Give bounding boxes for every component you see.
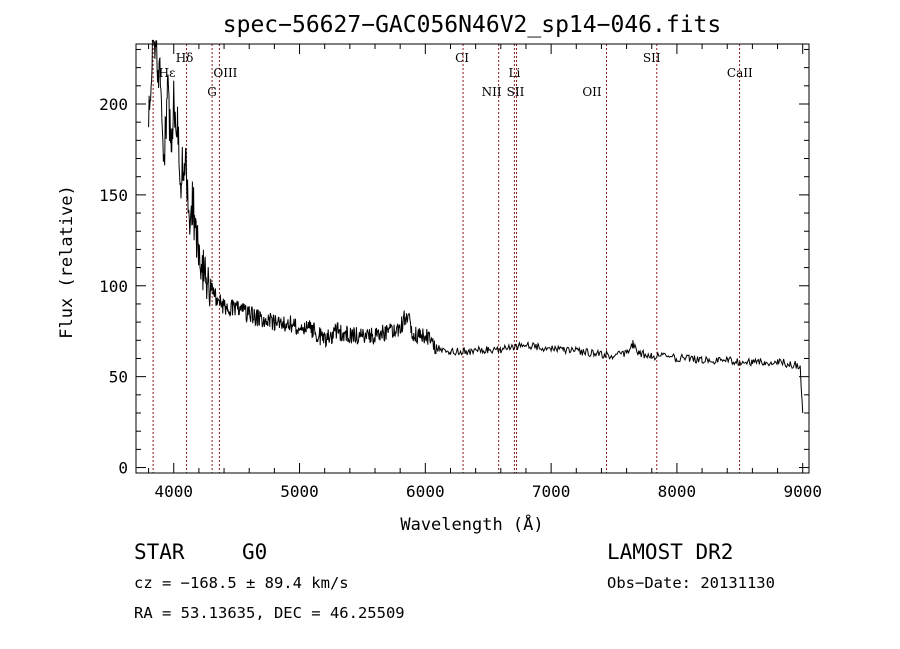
y-tick-label: 150 bbox=[99, 186, 128, 205]
chart-title: spec−56627−GAC056N46V2_sp14−046.fits bbox=[223, 12, 722, 38]
survey-name: LAMOST DR2 bbox=[607, 540, 734, 564]
y-tick-label: 200 bbox=[99, 95, 128, 114]
spectral-line-label: OIII bbox=[213, 66, 237, 80]
coordinates: RA = 53.13635, DEC = 46.25509 bbox=[134, 604, 405, 622]
spectral-line-label: Hε bbox=[159, 66, 176, 80]
spectral-line-label: SII bbox=[507, 85, 525, 99]
observation-date: Obs−Date: 20131130 bbox=[607, 574, 775, 592]
y-tick-label: 100 bbox=[99, 277, 128, 296]
spectral-line-markers bbox=[152, 44, 741, 473]
spectral-line-label: G bbox=[207, 85, 217, 99]
spectrum-line bbox=[148, 39, 804, 414]
spectral-line-label: Li bbox=[508, 66, 520, 80]
spectral-line-label: SII bbox=[643, 51, 661, 65]
spectral-line-label: CaII bbox=[727, 66, 753, 80]
spectral-line-label: NII bbox=[482, 85, 502, 99]
x-axis-ticks: 4000 5000 6000 7000 8000 9000 bbox=[148, 44, 822, 501]
y-axis-label: Flux (relative) bbox=[57, 185, 77, 339]
x-axis-label: Wavelength (Å) bbox=[400, 513, 543, 535]
x-tick-label: 7000 bbox=[532, 482, 571, 501]
spectral-line-label: CI bbox=[455, 51, 469, 65]
y-tick-label: 0 bbox=[118, 459, 128, 478]
spectral-line-label: OII bbox=[582, 85, 602, 99]
y-tick-label: 50 bbox=[109, 368, 128, 387]
plot-frame bbox=[135, 43, 810, 474]
x-tick-label: 6000 bbox=[406, 482, 445, 501]
x-tick-label: 4000 bbox=[154, 482, 193, 501]
x-tick-label: 5000 bbox=[280, 482, 319, 501]
x-tick-label: 9000 bbox=[783, 482, 822, 501]
object-subclass: G0 bbox=[242, 540, 268, 564]
y-axis-ticks: 0 50 100 150 200 bbox=[99, 48, 809, 478]
x-tick-label: 8000 bbox=[658, 482, 697, 501]
redshift-value: cz = −168.5 ± 89.4 km/s bbox=[134, 574, 349, 592]
object-type: STAR bbox=[134, 540, 185, 564]
spectral-line-label: Hδ bbox=[176, 51, 194, 65]
